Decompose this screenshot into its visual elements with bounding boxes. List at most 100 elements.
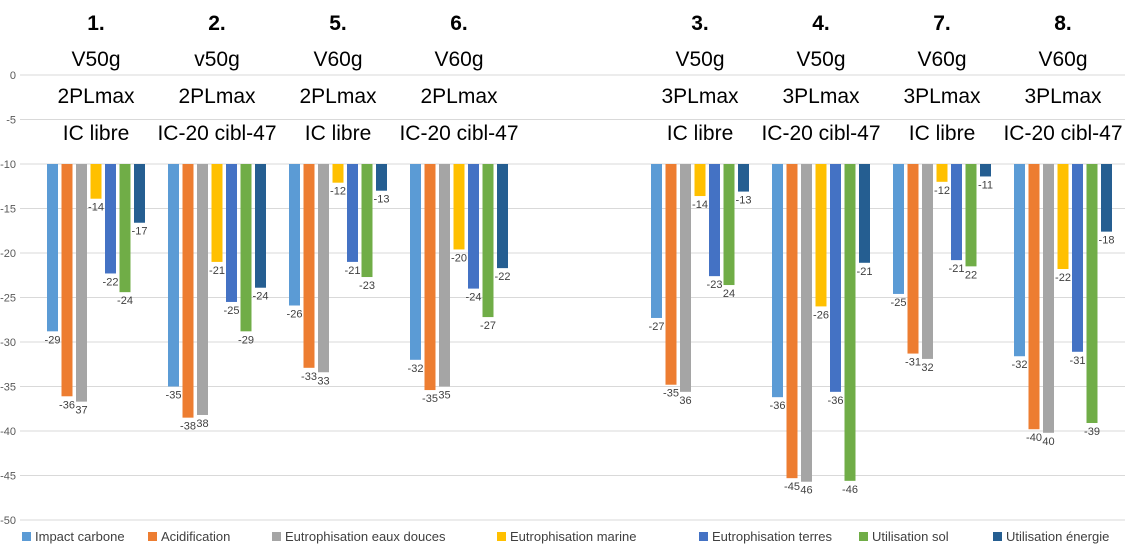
y-tick-label: -35 bbox=[0, 382, 16, 394]
bar bbox=[453, 164, 465, 250]
data-label: -22 bbox=[103, 276, 119, 288]
data-label: -12 bbox=[934, 185, 950, 197]
category-label: IC-20 cibl-47 bbox=[399, 122, 518, 145]
data-label: -17 bbox=[132, 226, 148, 238]
bar bbox=[709, 164, 720, 277]
bar bbox=[738, 164, 749, 192]
legend-swatch bbox=[22, 532, 31, 541]
bar bbox=[119, 164, 131, 293]
data-label: 36 bbox=[679, 395, 691, 407]
bar bbox=[1043, 164, 1054, 433]
bar bbox=[168, 164, 179, 387]
bar bbox=[830, 164, 841, 392]
bar bbox=[1086, 164, 1098, 423]
data-labels: -29-36 37-14-22-24-17-35-38 38-21-25-29-24… bbox=[45, 179, 1115, 496]
bar bbox=[332, 164, 344, 183]
bar bbox=[922, 164, 933, 359]
category-number: 3. bbox=[691, 12, 709, 35]
legend: Impact carbone Acidification Eutrophisatio… bbox=[22, 529, 1109, 544]
category-label: IC libre bbox=[909, 122, 976, 145]
category-label: IC libre bbox=[305, 122, 372, 145]
data-label: -36 bbox=[828, 395, 844, 407]
data-label: -22 bbox=[495, 271, 511, 283]
data-label: -26 bbox=[813, 309, 829, 321]
legend-label: Eutrophisation marine bbox=[510, 529, 636, 544]
category-label: 3PLmax bbox=[903, 85, 981, 108]
data-label: -18 bbox=[1099, 235, 1115, 247]
data-label: -31 bbox=[905, 357, 921, 369]
category-label: 2PLmax bbox=[178, 85, 256, 108]
category-label: IC libre bbox=[63, 122, 130, 145]
legend-swatch bbox=[272, 532, 281, 541]
bar bbox=[1057, 164, 1069, 270]
category-number: 7. bbox=[933, 12, 951, 35]
category-label: IC-20 cibl-47 bbox=[1003, 122, 1122, 145]
data-label: -21 bbox=[345, 265, 361, 277]
data-label: -29 bbox=[45, 334, 61, 346]
category-label: 2PLmax bbox=[57, 85, 135, 108]
legend-swatch bbox=[497, 532, 506, 541]
bars bbox=[47, 164, 1112, 482]
data-label: -27 bbox=[480, 320, 496, 332]
category-label: V60g bbox=[917, 48, 966, 71]
y-tick-label: -10 bbox=[0, 159, 16, 171]
legend-swatch bbox=[993, 532, 1002, 541]
y-tick-label: -25 bbox=[0, 293, 16, 305]
bar bbox=[844, 164, 856, 481]
data-label: -20 bbox=[451, 252, 467, 264]
data-label: 38 bbox=[196, 418, 208, 430]
bar bbox=[907, 164, 919, 354]
y-tick-label: -40 bbox=[0, 426, 16, 438]
category-number: 5. bbox=[329, 12, 347, 35]
data-label: -35 bbox=[663, 388, 679, 400]
bar bbox=[47, 164, 58, 332]
data-label: -23 bbox=[707, 279, 723, 291]
data-label: -22 bbox=[1055, 272, 1071, 284]
data-label: -33 bbox=[301, 371, 317, 383]
category-label: 2PLmax bbox=[299, 85, 377, 108]
data-label: -21 bbox=[209, 265, 225, 277]
bar bbox=[318, 164, 329, 373]
data-label: 46 bbox=[800, 485, 812, 497]
category-label: V60g bbox=[434, 48, 483, 71]
bar bbox=[1028, 164, 1040, 430]
bar bbox=[801, 164, 812, 482]
y-tick-label: -30 bbox=[0, 337, 16, 349]
bar bbox=[786, 164, 798, 479]
category-label: IC-20 cibl-47 bbox=[157, 122, 276, 145]
data-label: -25 bbox=[891, 297, 907, 309]
data-label: -24 bbox=[117, 295, 133, 307]
bar bbox=[665, 164, 677, 385]
y-tick-label: 0 bbox=[10, 70, 16, 82]
bar bbox=[105, 164, 116, 274]
category-number: 8. bbox=[1054, 12, 1072, 35]
bar bbox=[815, 164, 827, 307]
bar bbox=[772, 164, 783, 398]
y-tick-label: -50 bbox=[0, 515, 16, 527]
bar bbox=[936, 164, 948, 182]
category-label: V50g bbox=[71, 48, 120, 71]
bar bbox=[134, 164, 145, 223]
y-tick-label: -45 bbox=[0, 471, 16, 483]
data-label: -46 bbox=[842, 484, 858, 496]
y-tick-label: -20 bbox=[0, 248, 16, 260]
bar bbox=[694, 164, 706, 197]
bar bbox=[226, 164, 237, 302]
category-number: 4. bbox=[812, 12, 830, 35]
bar bbox=[893, 164, 904, 294]
data-label: -39 bbox=[1084, 426, 1100, 438]
data-label: -29 bbox=[238, 334, 254, 346]
bar bbox=[197, 164, 208, 415]
data-label: -31 bbox=[1070, 355, 1086, 367]
category-label: IC-20 cibl-47 bbox=[761, 122, 880, 145]
data-label: -32 bbox=[1012, 359, 1028, 371]
data-label: 32 bbox=[921, 362, 933, 374]
category-label: V60g bbox=[313, 48, 362, 71]
category-label: 3PLmax bbox=[1024, 85, 1102, 108]
category-number: 6. bbox=[450, 12, 468, 35]
data-label: -13 bbox=[736, 195, 752, 207]
category-number: 1. bbox=[87, 12, 105, 35]
legend-label: Acidification bbox=[161, 529, 230, 544]
bar bbox=[965, 164, 977, 267]
